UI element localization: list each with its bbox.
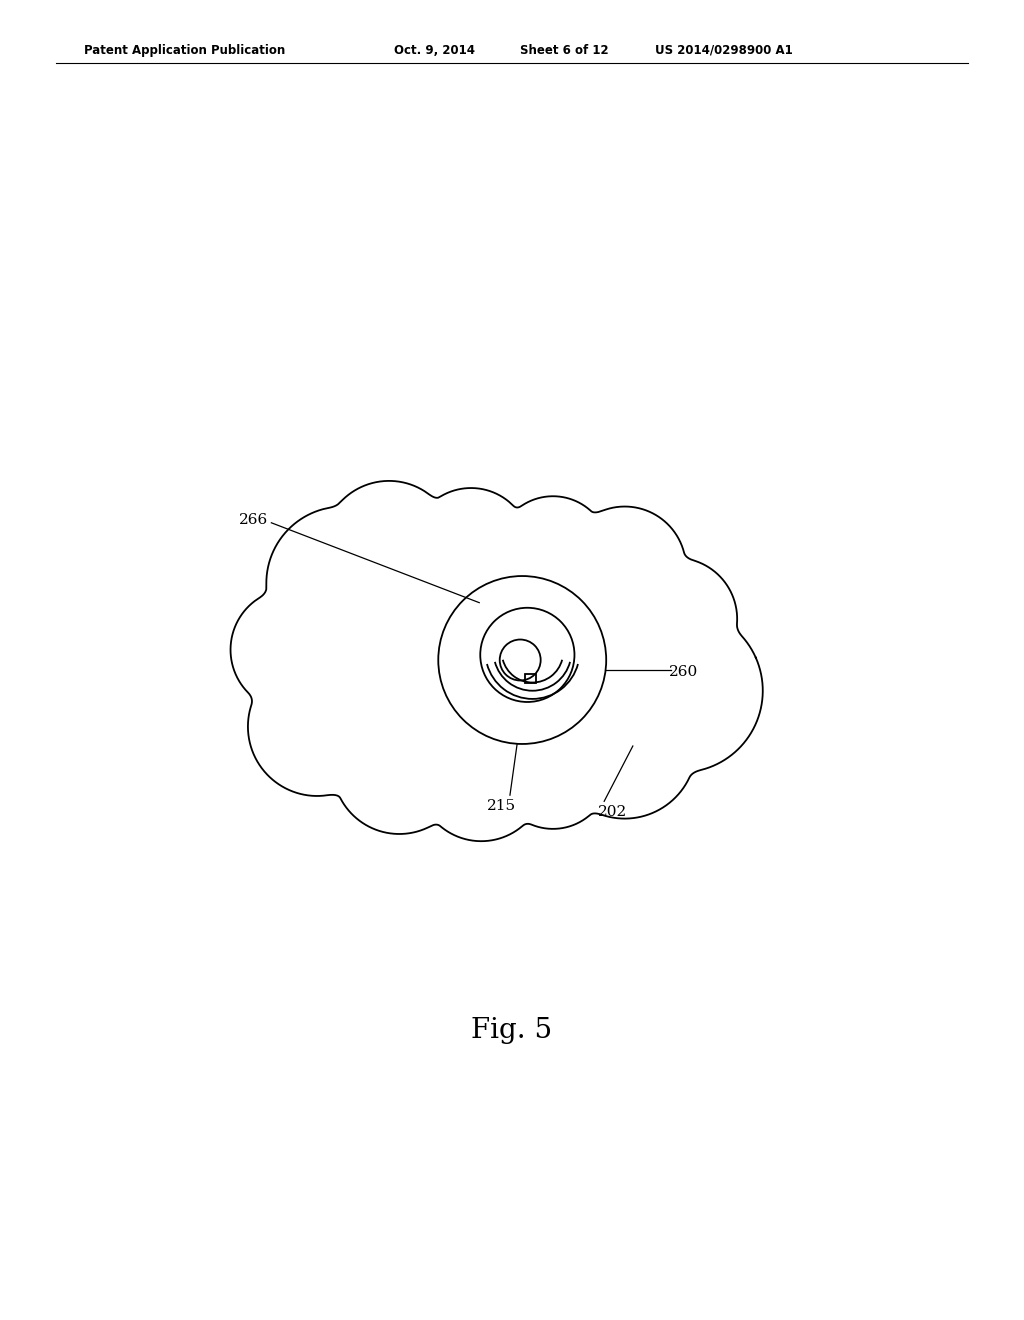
Text: US 2014/0298900 A1: US 2014/0298900 A1 — [655, 44, 794, 57]
Text: 202: 202 — [598, 805, 627, 818]
Text: 215: 215 — [487, 800, 516, 813]
Bar — [525, 675, 536, 682]
Text: 266: 266 — [240, 512, 268, 527]
Text: 260: 260 — [670, 665, 698, 680]
Text: Patent Application Publication: Patent Application Publication — [84, 44, 286, 57]
Text: Oct. 9, 2014: Oct. 9, 2014 — [394, 44, 475, 57]
Text: Fig. 5: Fig. 5 — [471, 1018, 553, 1044]
Text: Sheet 6 of 12: Sheet 6 of 12 — [520, 44, 609, 57]
